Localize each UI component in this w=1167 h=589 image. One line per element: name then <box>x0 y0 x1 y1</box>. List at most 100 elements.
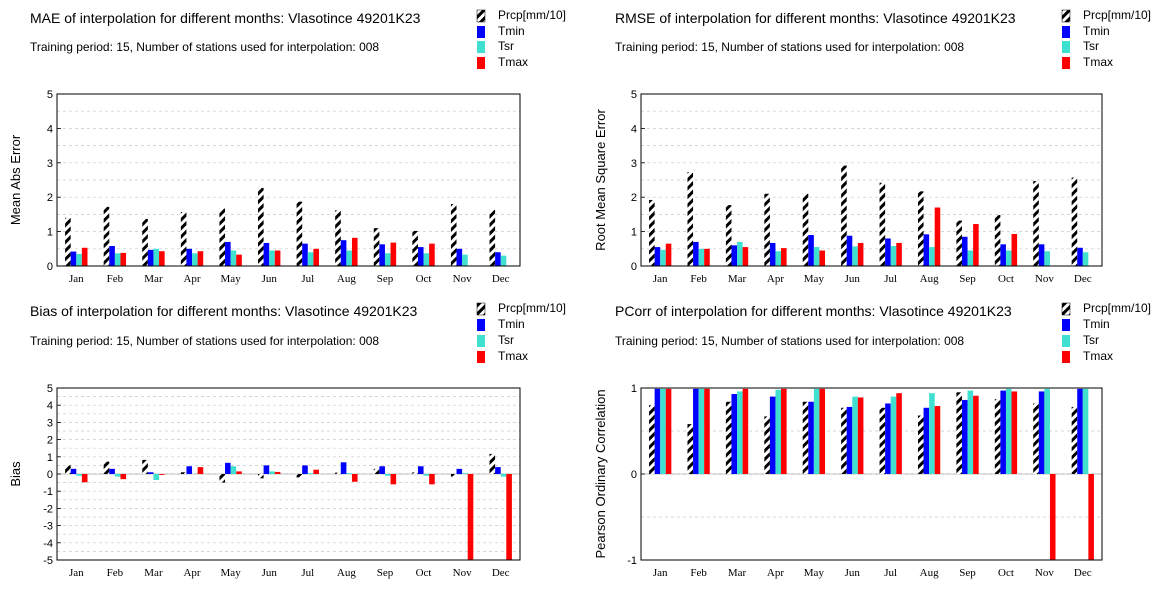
bar-prcp <box>335 210 341 266</box>
bar-prcp <box>725 205 732 266</box>
x-tick-label: May <box>221 567 242 579</box>
bar-tmin <box>885 238 891 266</box>
plot-frame <box>640 93 1103 267</box>
bar-tsr <box>890 396 897 474</box>
bar-prcp <box>65 465 71 474</box>
bar-prcp <box>1071 177 1078 266</box>
bar-tsr <box>462 254 468 266</box>
bar-tmax <box>819 250 826 266</box>
y-axis-label: Pearson Ordinary Correlation <box>593 389 608 558</box>
x-tick-label: Jul <box>884 273 897 285</box>
bar-tmin <box>495 252 501 266</box>
bar-tsr <box>192 253 198 266</box>
bar-tmax <box>506 474 512 560</box>
bar-tmin <box>1077 388 1083 474</box>
bar-tmax <box>81 474 88 483</box>
bar-tmin <box>456 248 463 266</box>
x-tick-label: Mar <box>728 567 747 579</box>
bar-tsr <box>967 250 974 266</box>
legend-swatch-tmin <box>1062 319 1070 331</box>
y-tick-label: 3 <box>47 417 53 429</box>
legend-label: Tmax <box>498 349 528 363</box>
plot-area: -5 -4 -3 -2 -1 0 1 2 3 4 5 Jan Feb Mar Apr May Jun Jul Aug… <box>43 383 521 579</box>
x-tick-label: Feb <box>690 273 707 285</box>
x-tick-label: May <box>804 567 825 579</box>
bar-tmax <box>81 247 88 266</box>
bar-tmax <box>973 224 979 266</box>
bar-prcp <box>219 474 226 483</box>
bar-tmin <box>731 394 738 474</box>
legend: Prcp[mm/10] Tmin Tsr Tmax <box>476 301 566 363</box>
bar-tsr <box>346 473 352 474</box>
legend-label: Tsr <box>498 333 514 347</box>
bar-tsr <box>698 248 705 266</box>
bar-tmax <box>665 388 672 474</box>
legend-swatch-tsr <box>477 41 485 53</box>
legend-swatch-prcp <box>1061 9 1071 23</box>
bar-tsr <box>698 388 705 474</box>
bar-prcp <box>258 474 264 479</box>
plot-frame <box>56 387 521 561</box>
bar-tmin <box>769 396 776 474</box>
legend-label: Tmax <box>1083 55 1113 69</box>
bar-prcp <box>296 201 303 266</box>
x-tick-label: Dec <box>492 567 510 579</box>
bar-tmax <box>313 469 319 474</box>
x-tick-label: Feb <box>107 273 124 285</box>
plot-frame <box>56 93 521 267</box>
x-tick-label: Dec <box>1074 567 1092 579</box>
legend-label: Tmax <box>1083 349 1113 363</box>
bar-tmin <box>961 236 968 266</box>
y-tick-label: 5 <box>47 383 53 395</box>
x-tick-label: Dec <box>1074 273 1092 285</box>
legend-label: Tmin <box>498 24 525 38</box>
bar-tmax <box>704 388 710 474</box>
bar-prcp <box>219 208 226 266</box>
x-tick-label: Aug <box>337 567 356 579</box>
bar-prcp <box>956 220 962 266</box>
bar-tsr <box>423 474 430 476</box>
bar-prcp <box>373 468 380 474</box>
bar-prcp <box>373 228 380 266</box>
bar-tmin <box>693 241 699 266</box>
chart-subtitle: Training period: 15, Number of stations … <box>615 40 964 54</box>
x-tick-label: Dec <box>492 273 510 285</box>
bar-tmax <box>236 471 242 474</box>
bar-prcp <box>489 453 496 474</box>
x-tick-label: Jul <box>301 567 314 579</box>
bar-tmax <box>120 474 127 480</box>
bar-tmin <box>70 468 77 474</box>
y-tick-label: 1 <box>631 227 637 239</box>
bar-tmin <box>495 467 501 474</box>
bar-prcp <box>649 405 655 474</box>
legend-label: Tmax <box>498 55 528 69</box>
x-tick-label: Nov <box>1035 567 1054 579</box>
bar-prcp <box>335 472 341 474</box>
bar-tmin <box>846 406 853 474</box>
bar-prcp <box>1071 406 1078 474</box>
legend-label: Tsr <box>1083 333 1099 347</box>
bar-tsr <box>852 246 858 266</box>
bar-tmax <box>274 250 281 266</box>
bar-tmin <box>1038 244 1045 266</box>
bar-tsr <box>1082 252 1089 266</box>
bar-tmax <box>781 248 787 266</box>
bar-tsr <box>500 255 507 266</box>
y-tick-label: -2 <box>43 503 53 515</box>
bar-prcp <box>917 191 924 266</box>
bar-tsr <box>76 253 82 266</box>
y-tick-label: -5 <box>43 555 53 567</box>
bar-tmax <box>313 248 319 266</box>
x-tick-label: Jan <box>69 273 84 285</box>
bar-tmin <box>147 472 154 474</box>
bar-prcp <box>180 472 187 474</box>
bar-tmax <box>934 406 941 474</box>
legend: Prcp[mm/10] Tmin Tsr Tmax <box>1061 8 1151 69</box>
bar-prcp <box>879 407 886 474</box>
x-tick-label: Jan <box>653 567 668 579</box>
bar-prcp <box>764 416 770 474</box>
bar-tmin <box>846 235 853 266</box>
bar-tmax <box>197 467 204 474</box>
y-axis-label: Root Mean Square Error <box>593 109 608 251</box>
bar-tmax <box>704 248 710 266</box>
